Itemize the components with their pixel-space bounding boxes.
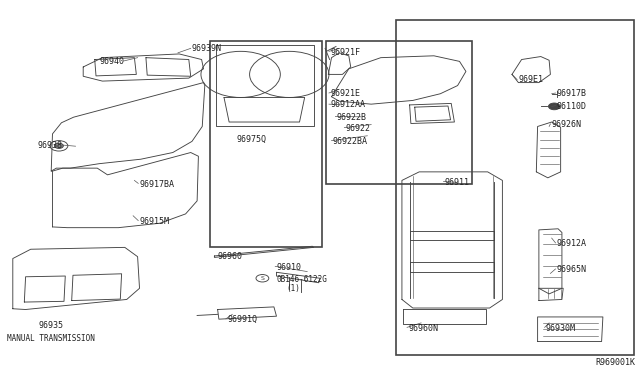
Text: MANUAL TRANSMISSION: MANUAL TRANSMISSION [7, 334, 95, 343]
Circle shape [548, 103, 560, 110]
Text: 96975Q: 96975Q [237, 135, 267, 144]
Text: 96917B: 96917B [557, 89, 587, 98]
Text: 96926N: 96926N [552, 120, 582, 129]
Text: 96910: 96910 [276, 263, 301, 272]
Text: 96922BA: 96922BA [333, 137, 368, 146]
Text: S: S [260, 276, 264, 281]
Text: (1): (1) [286, 284, 300, 293]
Text: 96911: 96911 [445, 178, 470, 187]
Text: 96935: 96935 [38, 321, 64, 330]
Text: 96922: 96922 [346, 124, 371, 133]
Text: 96922B: 96922B [337, 113, 367, 122]
Text: 96917BA: 96917BA [140, 180, 175, 189]
Text: 0B146-6122G: 0B146-6122G [276, 275, 327, 283]
Text: 96915M: 96915M [140, 217, 170, 226]
Text: 96110D: 96110D [557, 102, 587, 111]
Bar [326, 41, 472, 184]
Text: 96938: 96938 [37, 141, 62, 150]
Bar [210, 41, 322, 247]
Text: 96912A: 96912A [557, 239, 587, 248]
Text: 969E1: 969E1 [518, 76, 543, 84]
Text: 96960N: 96960N [408, 324, 438, 333]
Bar [396, 20, 634, 355]
Text: 96965N: 96965N [557, 265, 587, 274]
Text: 96921E: 96921E [330, 89, 360, 98]
Text: 96940: 96940 [100, 57, 125, 66]
Text: 96960: 96960 [218, 252, 243, 261]
Text: 96939N: 96939N [192, 44, 222, 53]
Circle shape [54, 143, 63, 148]
Text: 96912AA: 96912AA [330, 100, 365, 109]
Text: R969001K: R969001K [595, 358, 635, 367]
Text: 96921F: 96921F [330, 48, 360, 57]
Text: 96991Q: 96991Q [227, 315, 257, 324]
Text: 96930M: 96930M [546, 324, 576, 333]
